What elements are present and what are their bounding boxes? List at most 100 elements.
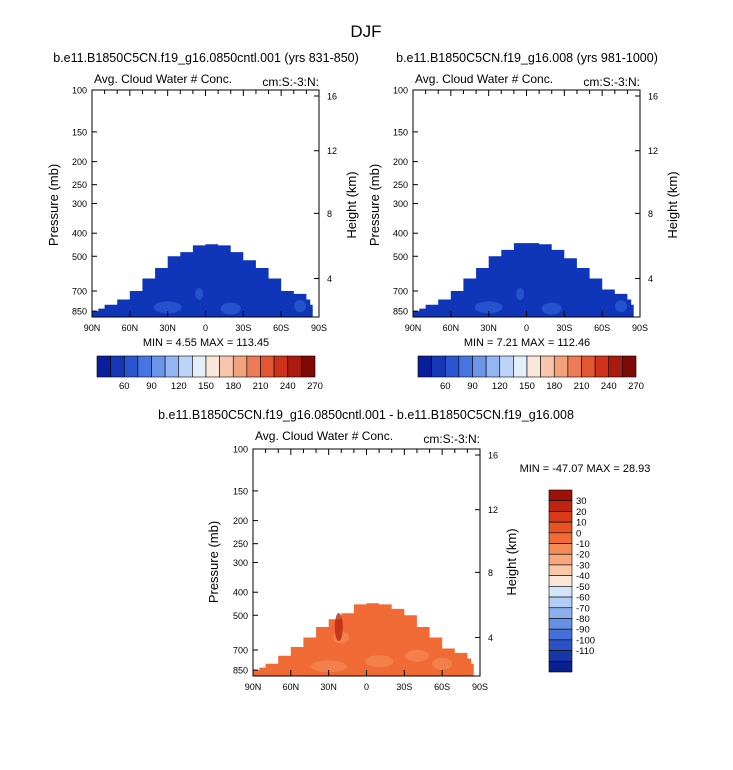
panel-1-colorbar-box xyxy=(110,355,125,378)
panel-diff-y-tick-label: 850 xyxy=(233,666,248,676)
panel-1-colorbar-box xyxy=(178,355,193,378)
panel-1-colorbar-box xyxy=(246,355,261,378)
panel-diff: b.e11.B1850C5CN.f19_g16.0850cntl.001 - b… xyxy=(158,408,650,692)
panel-2-colorbar-label: 270 xyxy=(628,381,644,392)
panel-2-y-right-tick-label: 4 xyxy=(648,274,653,284)
panel-1-y-axis-label: Pressure (mb) xyxy=(46,164,61,246)
panel-2-x-tick-label: 60N xyxy=(443,323,460,333)
panel-diff-y-tick-label: 500 xyxy=(233,611,248,621)
panel-2-colorbar-box xyxy=(444,355,460,378)
panel-2-texture-0 xyxy=(474,301,503,314)
panel-diff-y-tick-label: 250 xyxy=(233,539,248,549)
panel-diff-y-axis-label: Pressure (mb) xyxy=(206,521,221,603)
panel-2-colorbar-box xyxy=(540,355,555,378)
panel-diff-y-right-tick-label: 4 xyxy=(488,633,493,643)
panel-diff-x-tick-label: 0 xyxy=(364,682,369,692)
panel-1-left-title: Avg. Cloud Water # Conc. xyxy=(94,72,232,86)
panel-diff-colorbar-box xyxy=(548,639,573,651)
panel-diff-colorbar-label: -60 xyxy=(576,593,590,604)
panel-1-y-tick-label: 300 xyxy=(72,199,87,209)
panel-diff-colorbar-label: 30 xyxy=(576,496,587,507)
panel-diff-x-tick-label: 60S xyxy=(434,682,450,692)
panel-1-y-right-tick-label: 12 xyxy=(327,146,337,156)
panel-diff-x-tick-label: 90N xyxy=(245,682,262,692)
panel-1-plot-area: 100 150 200 250 300 400 500 700 850 16 12 8 4 90N 60N 3… xyxy=(72,86,337,334)
panel-diff-colorbar-box xyxy=(548,543,573,555)
panel-1-colorbar-box xyxy=(151,355,166,378)
panel-1-colorbar-label: 180 xyxy=(225,381,241,392)
panel-diff-colorbar-label: -50 xyxy=(576,582,590,593)
panel-1-colorbar-box xyxy=(205,355,220,378)
panel-1-colorbar-box xyxy=(219,355,234,378)
panel-1-colorbar-box xyxy=(96,355,111,378)
panel-diff-y-right-tick-label: 8 xyxy=(488,568,493,578)
panel-1-texture-0 xyxy=(153,301,182,314)
panel-2-y-tick-label: 500 xyxy=(393,252,408,262)
panel-diff-texture-2 xyxy=(365,655,394,668)
figure-title: DJF xyxy=(350,22,381,41)
panel-1-texture-3 xyxy=(294,300,307,313)
panel-diff-colorbar-label: -110 xyxy=(576,646,594,657)
panel-2-colorbar-box xyxy=(499,355,514,378)
panel-2-y-tick-label: 200 xyxy=(393,157,408,167)
panel-2-colorbar-label: 60 xyxy=(440,381,451,392)
panel-diff-texture-0 xyxy=(310,660,347,673)
panel-1-stats: MIN = 4.55 MAX = 113.45 xyxy=(143,337,269,349)
panel-1: b.e11.B1850C5CN.f19_g16.0850cntl.001 (yr… xyxy=(46,51,359,392)
panel-2-y-tick-label: 850 xyxy=(393,307,408,317)
panel-diff-texture-4 xyxy=(432,657,453,670)
panel-diff-colorbar-box xyxy=(548,575,573,587)
panel-2-colorbar-box xyxy=(526,355,541,378)
panel-1-colorbar-box xyxy=(164,355,180,378)
panel-diff-y-tick-label: 400 xyxy=(233,588,248,598)
panel-1-colorbar-box xyxy=(260,355,275,378)
panel-1-colorbar-box xyxy=(137,355,152,378)
panel-1-y-tick-label: 850 xyxy=(72,307,87,317)
panel-1-y-tick-label: 500 xyxy=(72,252,87,262)
panel-2-colorbar-box xyxy=(594,355,610,378)
panel-2-y-right-tick-label: 16 xyxy=(648,92,658,102)
panel-1-y-right-tick-label: 8 xyxy=(327,209,332,219)
panel-1-colorbar-label: 270 xyxy=(307,381,323,392)
panel-diff-colorbar-box xyxy=(548,586,573,598)
panel-1-texture-2 xyxy=(220,302,241,315)
panel-diff-colorbar-box xyxy=(548,607,573,619)
panel-diff-y-tick-label: 700 xyxy=(233,646,248,656)
panel-2-plot-area: 100 150 200 250 300 400 500 700 850 16 12 8 4 90N 60N 3… xyxy=(393,86,658,334)
panel-2-colorbar-box xyxy=(622,355,637,378)
panel-diff-colorbar-box xyxy=(548,553,573,566)
panel-1-y-tick-label: 100 xyxy=(72,86,87,96)
panel-1-y-axis-right-label: Height (km) xyxy=(344,171,359,238)
panel-1-y-tick-label: 150 xyxy=(72,127,87,137)
panel-diff-colorbar-label: -40 xyxy=(576,571,590,582)
panel-1-x-tick-label: 60N xyxy=(122,323,139,333)
panel-2-y-right-tick-label: 8 xyxy=(648,209,653,219)
panel-diff-colorbar-box xyxy=(548,500,573,512)
panel-2-y-tick-label: 100 xyxy=(393,86,408,96)
panel-2-texture-1 xyxy=(516,287,525,300)
panel-2-run-title: b.e11.B1850C5CN.f19_g16.008 (yrs 981-100… xyxy=(396,51,658,65)
panel-diff-colorbar-label: 20 xyxy=(576,507,587,518)
panel-diff-colorbar-label: 0 xyxy=(576,528,581,539)
panel-diff-x-tick-label: 60N xyxy=(283,682,300,692)
panel-diff-colorbar-box xyxy=(548,660,573,673)
panel-diff-colorbar-box xyxy=(548,596,573,609)
panel-2-stats: MIN = 7.21 MAX = 112.46 xyxy=(464,337,590,349)
panel-1-colorbar: 60 90 120 150 180 210 240 270 xyxy=(96,355,323,392)
panel-2-texture-2 xyxy=(541,302,562,315)
panel-diff-colorbar-label: -80 xyxy=(576,614,590,625)
panel-diff-colorbar-box xyxy=(548,564,573,576)
panel-2-y-axis-right-label: Height (km) xyxy=(665,171,680,238)
panel-1-y-tick-label: 400 xyxy=(72,229,87,239)
panel-2-colorbar-box xyxy=(485,355,501,378)
panel-2-x-tick-label: 30S xyxy=(556,323,572,333)
panel-2-colorbar-box xyxy=(458,355,473,378)
panel-1-colorbar-box xyxy=(192,355,207,378)
panel-diff-colorbar-box xyxy=(548,618,573,630)
panel-1-x-tick-label: 30S xyxy=(235,323,251,333)
panel-2-colorbar-box xyxy=(608,355,623,378)
panel-1-x-tick-label: 90S xyxy=(311,323,327,333)
panel-2-colorbar-box xyxy=(513,355,528,378)
panel-2-y-tick-label: 250 xyxy=(393,180,408,190)
panel-diff-colorbar-label: -30 xyxy=(576,560,590,571)
